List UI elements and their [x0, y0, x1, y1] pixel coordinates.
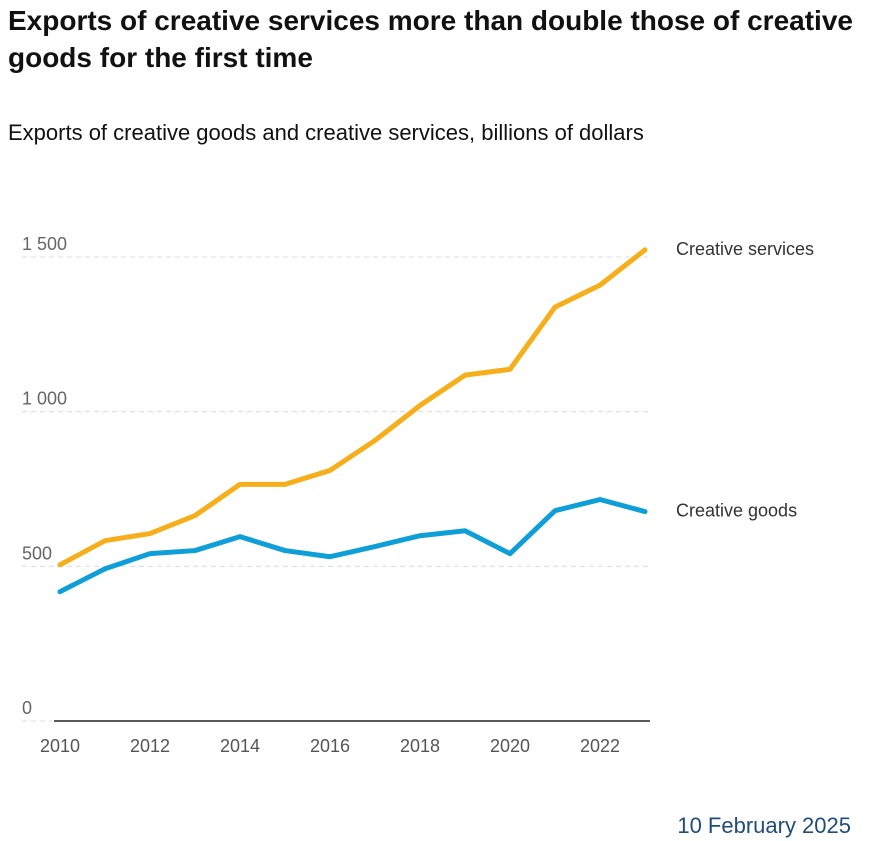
y-tick-label: 1 000 [22, 389, 67, 409]
y-tick-label: 1 500 [22, 234, 67, 254]
publication-date: 10 February 2025 [677, 813, 851, 838]
x-tick-label: 2016 [310, 736, 350, 756]
x-tick-label: 2012 [130, 736, 170, 756]
chart-subtitle: Exports of creative goods and creative s… [8, 120, 644, 145]
x-tick-label: 2010 [40, 736, 80, 756]
series-label: Creative goods [676, 501, 797, 521]
x-tick-label: 2014 [220, 736, 260, 756]
y-tick-label: 0 [22, 698, 32, 718]
y-tick-label: 500 [22, 543, 52, 563]
series-line-creative-goods [57, 497, 648, 595]
x-tick-label: 2018 [400, 736, 440, 756]
series-label: Creative services [676, 239, 814, 259]
x-tick-label: 2020 [490, 736, 530, 756]
x-tick-label: 2022 [580, 736, 620, 756]
chart-title: Exports of creative services more than d… [8, 5, 853, 73]
series-line-creative-services [57, 247, 648, 568]
